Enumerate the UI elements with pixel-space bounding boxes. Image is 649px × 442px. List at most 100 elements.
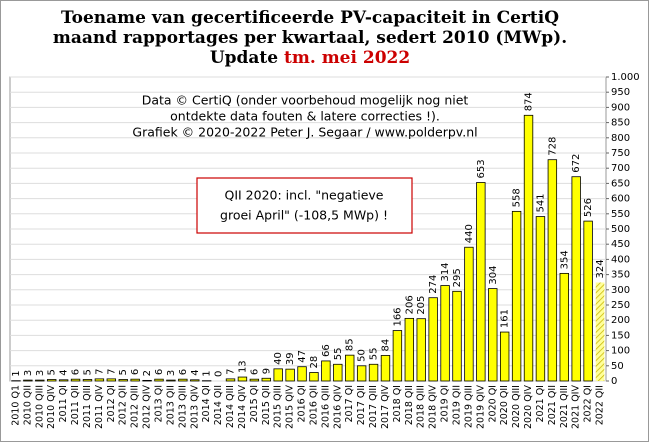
value-label: 874	[524, 92, 535, 111]
bar	[392, 330, 403, 382]
value-label: 354	[559, 250, 570, 269]
bar	[285, 368, 295, 382]
x-tick-label: 2017 QI	[344, 385, 355, 422]
title-highlight: tm. mei 2022	[284, 48, 410, 68]
x-tick-label: 2012 QII	[118, 385, 129, 425]
bar	[130, 378, 140, 382]
value-label: 0	[214, 371, 225, 377]
bar	[237, 376, 248, 382]
value-label: 6	[178, 369, 189, 375]
y-tick-label: 300	[611, 285, 630, 296]
x-tick-label: 2020 QIV	[523, 385, 534, 429]
value-label: 304	[488, 265, 499, 284]
value-label: 206	[404, 295, 415, 314]
x-tick-label: 2010 Q1	[10, 385, 21, 426]
value-label: 324	[595, 259, 606, 278]
bar	[94, 378, 105, 382]
x-tick-label: 2019 QIV	[475, 385, 486, 429]
bar	[190, 379, 200, 382]
y-tick-label: 100	[611, 346, 630, 357]
value-label: 3	[23, 370, 34, 376]
y-tick-label: 400	[611, 254, 630, 265]
value-label: 526	[583, 198, 594, 217]
value-label: 84	[380, 339, 391, 352]
bar	[571, 176, 581, 382]
value-label: 4	[190, 369, 201, 375]
x-tick-label: 2015 QII	[261, 385, 272, 425]
value-label: 161	[500, 309, 511, 328]
bar	[106, 378, 117, 382]
value-label: 440	[464, 224, 475, 243]
x-tick-label: 2021 QIII	[559, 385, 570, 428]
value-label: 274	[428, 275, 439, 294]
title-text: maand rapportages per kwartaal, sedert 2…	[53, 28, 567, 48]
y-tick-label: 350	[611, 270, 630, 281]
bar	[356, 365, 367, 382]
value-label: 7	[94, 368, 105, 374]
y-tick-label: 250	[611, 300, 630, 311]
annotation: Grafiek © 2020-2022 Peter J. Segaar / ww…	[132, 125, 477, 140]
value-label: 6	[71, 369, 82, 375]
x-tick-label: 2014 QIII	[225, 385, 236, 428]
bar	[345, 354, 355, 382]
bar	[511, 210, 522, 382]
value-label: 55	[333, 348, 344, 361]
y-tick-label: 700	[611, 163, 630, 174]
x-tick-label: 2020 QIII	[511, 385, 522, 428]
x-tick-label: 2020 QI	[487, 385, 498, 422]
x-tick-label: 2017 QIV	[380, 385, 391, 429]
value-label: 541	[535, 193, 546, 212]
title-text: Update	[210, 48, 284, 68]
box-note: groei April" (-108,5 MWp) !	[220, 208, 388, 223]
y-tick-label: 950	[611, 87, 630, 98]
x-tick-label: 2010 QIV	[46, 385, 57, 429]
value-label: 66	[321, 344, 332, 357]
value-label: 205	[416, 296, 427, 315]
bar	[595, 282, 605, 381]
value-label: 13	[237, 360, 248, 373]
value-label: 85	[345, 338, 356, 351]
x-tick-label: 2018 QIII	[416, 385, 427, 428]
value-label: 3	[166, 370, 177, 376]
bar	[380, 355, 391, 382]
value-label: 672	[571, 154, 582, 173]
value-label: 653	[476, 159, 487, 178]
y-tick-label: 600	[611, 194, 630, 205]
value-label: 295	[452, 268, 463, 287]
annotation: Data © CertiQ (onder voorbehoud mogelijk…	[142, 93, 469, 108]
bar	[23, 379, 33, 382]
bar	[321, 360, 331, 382]
bar	[416, 318, 426, 382]
value-label: 50	[357, 349, 368, 362]
x-tick-label: 2018 QIV	[428, 385, 439, 429]
value-label: 5	[82, 369, 93, 375]
bar	[273, 368, 283, 382]
x-tick-label: 2021 QII	[547, 385, 558, 425]
x-tick-label: 2016 QIII	[320, 385, 331, 428]
y-tick-label: 800	[611, 133, 630, 144]
bar	[452, 290, 462, 382]
bar	[535, 216, 546, 382]
bar	[249, 378, 260, 382]
box-note: QII 2020: incl. "negatieve	[225, 188, 384, 203]
chart-title: maand rapportages per kwartaal, sedert 2…	[53, 28, 567, 48]
bar	[261, 377, 271, 382]
note-box	[196, 177, 413, 234]
bar	[297, 366, 307, 382]
x-tick-label: 2016 QI	[297, 385, 308, 422]
value-label: 166	[392, 307, 403, 326]
value-label: 6	[154, 369, 165, 375]
x-tick-label: 2010 QII	[22, 385, 33, 425]
chart-title: Update tm. mei 2022	[210, 48, 410, 68]
value-label: 4	[59, 369, 70, 375]
value-label: 6	[249, 369, 260, 375]
bar	[309, 372, 319, 382]
x-tick-label: 2013 QIV	[189, 385, 200, 429]
x-tick-label: 2013 QII	[165, 385, 176, 425]
bar	[225, 378, 236, 382]
value-label: 39	[285, 352, 296, 365]
y-tick-label: 1.000	[611, 72, 640, 83]
bar	[583, 220, 593, 382]
bar	[464, 246, 474, 382]
